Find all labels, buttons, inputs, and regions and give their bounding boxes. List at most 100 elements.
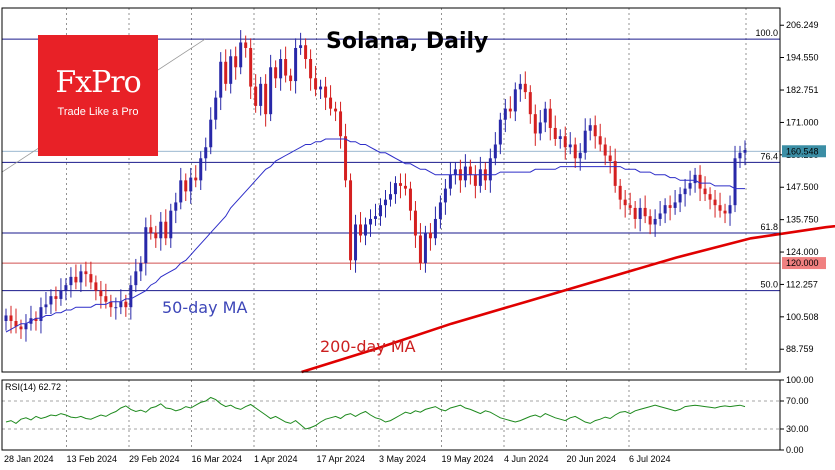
candle-body: [164, 221, 168, 239]
candle-body: [304, 45, 308, 60]
candle-body: [199, 158, 203, 181]
rsi-tick-label: 70.00: [786, 396, 809, 406]
candle-body: [638, 207, 642, 219]
fib-label: 50.0: [760, 280, 778, 290]
x-tick-label: 19 May 2024: [442, 454, 494, 464]
candle-body: [433, 218, 437, 239]
candle-body: [693, 174, 697, 184]
candle-body: [713, 199, 717, 206]
candle-body: [738, 152, 742, 159]
candle-body: [19, 326, 23, 330]
candle-body: [478, 169, 482, 186]
rsi-panel: RSI(14) 62.72: [2, 382, 780, 430]
x-tick-label: 29 Feb 2024: [129, 454, 180, 464]
candle-body: [393, 183, 397, 195]
candle-body: [403, 185, 407, 189]
current-price-tag: [782, 145, 826, 158]
candle-body: [229, 56, 233, 84]
candle-body: [423, 232, 427, 264]
candle-body: [289, 75, 293, 82]
candle-body: [388, 194, 392, 200]
candle-body: [264, 83, 268, 115]
axes: 28 Jan 2024 13 Feb 2024 29 Feb 2024 16 Mar …: [1, 7, 826, 464]
candle-body: [553, 127, 557, 139]
ma50-line: [5, 138, 745, 333]
candle-body: [613, 161, 617, 186]
candle-body: [94, 282, 98, 291]
fib-label: 76.4: [760, 151, 778, 161]
candle-body: [359, 224, 363, 236]
candle-body: [239, 42, 243, 68]
candle-body: [259, 83, 263, 106]
candle-body: [49, 296, 53, 305]
candle-body: [89, 274, 93, 283]
candle-body: [583, 130, 587, 153]
candle-body: [718, 205, 722, 211]
current-price-label: 160.548: [786, 146, 819, 156]
y-tick-label: 124.000: [786, 247, 819, 257]
candle-body: [169, 210, 173, 239]
candle-body: [124, 301, 128, 308]
candle-body: [24, 323, 28, 330]
x-tick-label: 16 Mar 2024: [192, 454, 243, 464]
candle-body: [743, 150, 747, 153]
y-tick-label: 112.257: [786, 279, 818, 289]
candle-body: [643, 207, 647, 217]
candle-body: [703, 188, 707, 195]
candle-body: [184, 180, 188, 192]
candle-body: [309, 59, 313, 79]
candle-body: [658, 213, 662, 219]
candle-body: [653, 218, 657, 225]
candle-body: [129, 285, 133, 308]
candle-body: [498, 119, 502, 145]
x-tick-label: 3 May 2024: [379, 454, 426, 464]
candle-body: [543, 108, 547, 123]
candle-body: [234, 56, 238, 68]
x-tick-label: 28 Jan 2024: [4, 454, 54, 464]
candle-body: [354, 224, 358, 261]
candle-body: [149, 227, 153, 233]
candle-body: [109, 301, 113, 308]
moving-averages: [5, 138, 835, 374]
candle-body: [84, 271, 88, 275]
x-tick-label: 17 Apr 2024: [317, 454, 366, 464]
y-tick-label: 147.500: [786, 182, 819, 192]
candle-body: [224, 61, 228, 84]
candle-body: [418, 235, 422, 264]
candle-body: [528, 92, 532, 115]
candle-body: [628, 205, 632, 208]
candle-body: [219, 61, 223, 98]
candle-body: [588, 125, 592, 131]
candle-body: [14, 320, 18, 327]
candle-body: [448, 174, 452, 189]
candle-body: [194, 177, 198, 181]
candle-body: [274, 67, 278, 79]
candle-body: [334, 108, 338, 112]
candle-body: [64, 285, 68, 291]
x-tick-label: 20 Jun 2024: [567, 454, 617, 464]
candle-body: [618, 185, 622, 200]
y-tick-label: 171.000: [786, 117, 819, 127]
rsi-label: RSI(14) 62.72: [5, 382, 61, 392]
candle-body: [59, 290, 63, 299]
candle-body: [523, 83, 527, 93]
candlestick-series: [4, 30, 747, 342]
candle-body: [4, 315, 8, 321]
price-frame: [1, 7, 781, 373]
candle-body: [144, 227, 148, 264]
candle-body: [189, 177, 193, 192]
candle-body: [139, 263, 143, 272]
candle-body: [204, 147, 208, 159]
candle-body: [378, 205, 382, 217]
candle-body: [294, 47, 298, 82]
candle-body: [548, 108, 552, 128]
candle-body: [683, 188, 687, 195]
candle-body: [428, 232, 432, 239]
candle-body: [54, 296, 58, 299]
rsi-frame: [1, 379, 781, 451]
x-tick-label: 13 Feb 2024: [67, 454, 118, 464]
candle-body: [518, 83, 522, 90]
candle-body: [329, 97, 333, 109]
fib-label: 61.8: [760, 222, 778, 232]
